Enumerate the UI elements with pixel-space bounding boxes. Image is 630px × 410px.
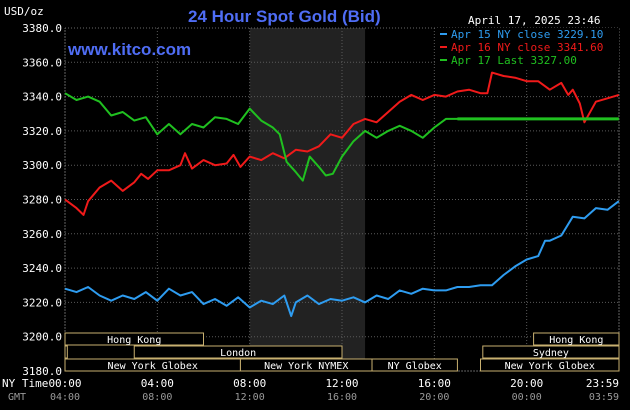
session-label: Hong Kong [549,335,603,346]
legend-entry-2: Apr 16 NY close 3341.60 [451,41,603,54]
x-tick-gmt: 03:59 [589,392,619,403]
x-tick-ny: 16:00 [418,377,451,390]
series-line-2 [64,71,620,216]
series-lines [64,71,620,318]
x-tick-gmt: 20:00 [419,392,449,403]
session-label: Sydney [533,348,569,359]
chart-title: 24 Hour Spot Gold (Bid) [188,7,381,26]
gmt-label: GMT [8,392,26,403]
session-label: New York NYMEX [264,361,348,372]
x-tick-gmt: 08:00 [142,392,172,403]
y-tick-label: 3240.0 [22,262,62,275]
timestamp: April 17, 2025 23:46 [468,14,600,27]
x-tick-gmt: 12:00 [235,392,265,403]
x-tick-ny: 08:00 [233,377,266,390]
y-tick-label: 3320.0 [22,125,62,138]
trading-sessions: Hong Kong Hong Kong London Sydney New York G… [64,332,620,372]
y-tick-label: 3220.0 [22,296,62,309]
session-box [64,345,68,359]
nymex-session-shade [249,28,366,371]
series-line-1 [64,200,620,318]
x-tick-ny: 12:00 [325,377,358,390]
session-box [371,358,458,372]
session-label: New York Globex [108,361,198,372]
session-box [482,345,620,359]
x-tick-gmt: 00:00 [512,392,542,403]
y-tick-label: 3380.0 [22,22,62,35]
x-axis-ticks: 00:00 04:00 08:00 12:00 16:00 20:00 23:59 04:00… [48,377,619,403]
x-tick-ny: 04:00 [141,377,174,390]
session-box [533,332,620,346]
legend-entry-3: Apr 17 Last 3327.00 [451,54,577,67]
legend-entry-1: Apr 15 NY close 3229.10 [451,28,603,41]
y-tick-label: 3360.0 [22,56,62,69]
ny-time-label: NY Time [2,377,48,390]
x-tick-ny: 20:00 [510,377,543,390]
session-label: NY Globex [388,361,442,372]
site-watermark: www.kitco.com [67,40,191,59]
x-tick-ny: 00:00 [48,377,81,390]
legend-box [436,28,619,68]
y-axis-unit: USD/oz [4,5,44,18]
session-box [480,358,620,372]
session-box [64,332,204,346]
session-box [133,345,343,359]
y-tick-label: 3180.0 [22,365,62,378]
y-tick-label: 3260.0 [22,228,62,241]
y-tick-label: 3280.0 [22,194,62,207]
y-tick-label: 3340.0 [22,91,62,104]
y-axis-ticks: 3180.0 3200.0 3220.0 3240.0 3260.0 3280.0 3300… [22,22,62,378]
x-tick-gmt: 16:00 [327,392,357,403]
x-tick-ny: 23:59 [586,377,619,390]
y-tick-label: 3300.0 [22,159,62,172]
x-tick-gmt: 04:00 [50,392,80,403]
session-label: Hong Kong [107,335,161,346]
y-tick-label: 3200.0 [22,331,62,344]
session-label: London [220,348,256,359]
session-label: New York Globex [505,361,595,372]
